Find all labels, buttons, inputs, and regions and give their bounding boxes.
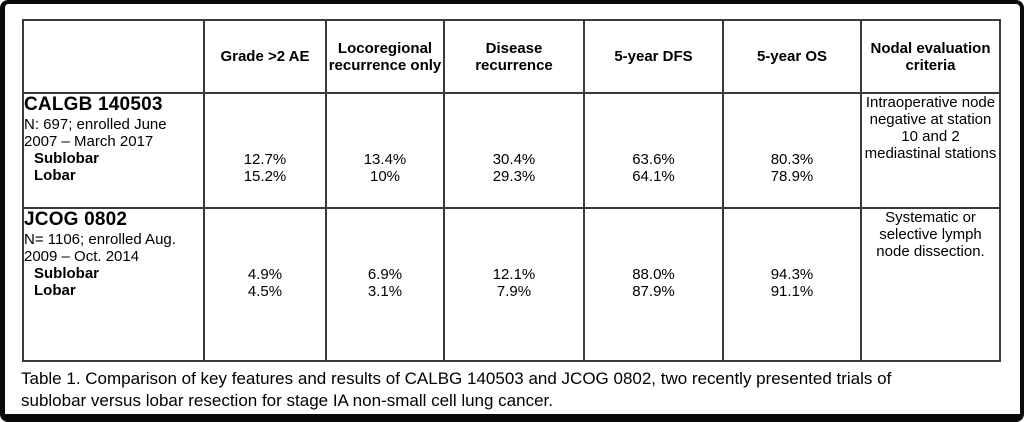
value-sublobar: 80.3% bbox=[770, 151, 814, 168]
value-sublobar: 12.7% bbox=[243, 151, 287, 168]
column-header-grade-ae: Grade >2 AE bbox=[203, 19, 327, 94]
column-header-disease-recurrence: Disease recurrence bbox=[443, 19, 585, 94]
value-sublobar: 12.1% bbox=[492, 266, 536, 283]
comparison-table-container: Grade >2 AE Locoregional recurrence only… bbox=[22, 19, 1001, 362]
value-lobar: 4.5% bbox=[247, 283, 283, 300]
value-sublobar: 94.3% bbox=[770, 266, 814, 283]
five-year-dfs-cell: 88.0% 87.9% bbox=[583, 207, 724, 362]
locoregional-cell: 13.4% 10% bbox=[325, 92, 445, 209]
value-lobar: 91.1% bbox=[770, 283, 814, 300]
arm-label-lobar: Lobar bbox=[34, 167, 76, 184]
trial-cell-calgb: CALGB 140503 N: 697; enrolled June 2007 … bbox=[22, 92, 205, 209]
value-lobar: 3.1% bbox=[367, 283, 403, 300]
column-header-empty bbox=[22, 19, 205, 94]
trial-name: JCOG 0802 bbox=[24, 209, 128, 230]
trial-cell-jcog: JCOG 0802 N= 1106; enrolled Aug. 2009 – … bbox=[22, 207, 205, 362]
arm-label-lobar: Lobar bbox=[34, 282, 76, 299]
nodal-criteria-cell: Systematic or selective lymph node disse… bbox=[860, 207, 1001, 362]
trial-description: N: 697; enrolled June 2007 – March 2017 bbox=[24, 116, 167, 150]
five-year-os-cell: 80.3% 78.9% bbox=[722, 92, 862, 209]
nodal-criteria-text: Intraoperative node negative at station … bbox=[864, 94, 997, 162]
value-sublobar: 88.0% bbox=[632, 266, 675, 283]
nodal-criteria-cell: Intraoperative node negative at station … bbox=[860, 92, 1001, 209]
value-sublobar: 4.9% bbox=[247, 266, 283, 283]
value-sublobar: 13.4% bbox=[363, 151, 407, 168]
five-year-os-cell: 94.3% 91.1% bbox=[722, 207, 862, 362]
column-header-nodal-criteria: Nodal evaluation criteria bbox=[860, 19, 1001, 94]
table-caption: Table 1. Comparison of key features and … bbox=[21, 369, 892, 410]
value-lobar: 10% bbox=[369, 168, 401, 185]
value-lobar: 87.9% bbox=[632, 283, 675, 300]
header-row: Grade >2 AE Locoregional recurrence only… bbox=[22, 19, 1001, 94]
value-sublobar: 63.6% bbox=[632, 151, 675, 168]
table-row-calgb: CALGB 140503 N: 697; enrolled June 2007 … bbox=[22, 92, 1001, 209]
value-lobar: 15.2% bbox=[243, 168, 287, 185]
column-header-5yr-dfs: 5-year DFS bbox=[583, 19, 724, 94]
trial-description: N= 1106; enrolled Aug. 2009 – Oct. 2014 bbox=[24, 231, 176, 265]
five-year-dfs-cell: 63.6% 64.1% bbox=[583, 92, 724, 209]
value-sublobar: 6.9% bbox=[367, 266, 403, 283]
grade-ae-cell: 4.9% 4.5% bbox=[203, 207, 327, 362]
column-header-5yr-os: 5-year OS bbox=[722, 19, 862, 94]
trial-name: CALGB 140503 bbox=[24, 94, 163, 115]
value-lobar: 78.9% bbox=[770, 168, 814, 185]
value-lobar: 64.1% bbox=[632, 168, 675, 185]
locoregional-cell: 6.9% 3.1% bbox=[325, 207, 445, 362]
arm-label-sublobar: Sublobar bbox=[34, 265, 100, 282]
arm-label-sublobar: Sublobar bbox=[34, 150, 100, 167]
grade-ae-cell: 12.7% 15.2% bbox=[203, 92, 327, 209]
value-lobar: 7.9% bbox=[496, 283, 532, 300]
disease-recurrence-cell: 12.1% 7.9% bbox=[443, 207, 585, 362]
value-sublobar: 30.4% bbox=[492, 151, 536, 168]
disease-recurrence-cell: 30.4% 29.3% bbox=[443, 92, 585, 209]
column-header-locoregional: Locoregional recurrence only bbox=[325, 19, 445, 94]
value-lobar: 29.3% bbox=[492, 168, 536, 185]
table-row-jcog: JCOG 0802 N= 1106; enrolled Aug. 2009 – … bbox=[22, 207, 1001, 362]
trial-comparison-table: Grade >2 AE Locoregional recurrence only… bbox=[22, 19, 1001, 362]
nodal-criteria-text: Systematic or selective lymph node disse… bbox=[876, 209, 985, 260]
